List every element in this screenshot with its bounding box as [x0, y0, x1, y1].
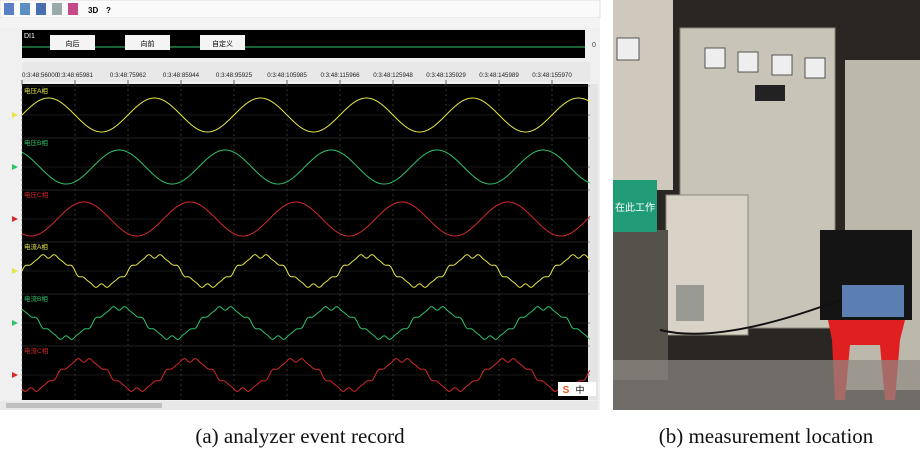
caption: (b) measurement location	[659, 424, 874, 448]
time-label: 0:3:48:56000	[22, 72, 59, 79]
display	[755, 85, 785, 101]
time-label: 0:3:48:95925	[216, 72, 253, 79]
tool-icon[interactable]	[36, 3, 46, 15]
digital-value: 0	[592, 42, 596, 49]
wiring	[613, 230, 668, 380]
tool-icon[interactable]	[4, 3, 14, 15]
menu-bar	[0, 18, 600, 28]
channel-name: 电流A相	[24, 242, 48, 251]
time-label: 0:3:48:65981	[57, 72, 94, 79]
waveform	[21, 254, 591, 288]
channel-marker	[12, 112, 18, 118]
sign-board	[613, 180, 657, 232]
tool-label[interactable]: ?	[106, 6, 111, 15]
button-label[interactable]: 自定义	[212, 39, 233, 48]
channel-label: DI1	[24, 33, 35, 40]
channel-name: 电流C相	[24, 346, 49, 355]
tool-icon[interactable]	[68, 3, 78, 15]
tool-label[interactable]: 3D	[88, 6, 98, 15]
channel-name: 电流B相	[24, 294, 48, 303]
waveform	[21, 201, 591, 237]
digital-panel	[22, 30, 585, 58]
caption: (a) analyzer event record	[195, 424, 405, 448]
channel-name: 电压B相	[24, 138, 48, 147]
button-label[interactable]: 向后	[66, 39, 80, 48]
v-scrollbar[interactable]	[588, 84, 598, 400]
button-label[interactable]: 向前	[141, 39, 155, 48]
cabinet	[613, 0, 673, 190]
ime-label: 中	[575, 384, 584, 395]
tool-icon[interactable]	[52, 3, 62, 15]
time-label: 0:3:48:75962	[110, 72, 147, 79]
meter-box	[676, 285, 704, 321]
ime-badge	[558, 382, 596, 396]
time-label: 0:3:48:105985	[267, 72, 307, 79]
scroll-thumb[interactable]	[6, 403, 162, 408]
waveform	[21, 306, 591, 340]
channel-marker	[12, 320, 18, 326]
button[interactable]	[200, 35, 245, 50]
ground	[613, 360, 920, 410]
channel-marker	[12, 372, 18, 378]
waveform	[21, 149, 591, 185]
channel-name: 电压C相	[24, 190, 49, 199]
channel-marker	[12, 216, 18, 222]
time-axis-bg	[22, 62, 590, 82]
channel-marker	[12, 164, 18, 170]
channel-marker	[12, 268, 18, 274]
cable	[659, 299, 841, 335]
meters	[616, 37, 826, 79]
button[interactable]	[125, 35, 170, 50]
analyzer-screen	[842, 285, 904, 317]
ime-label: S	[563, 385, 570, 396]
waveform	[21, 97, 591, 133]
time-label: 0:3:48:135929	[426, 72, 466, 79]
h-scrollbar[interactable]	[0, 401, 598, 410]
button[interactable]	[50, 35, 95, 50]
tool-icon[interactable]	[20, 3, 30, 15]
channel-name: 电压A相	[24, 86, 48, 95]
time-label: 0:3:48:125948	[373, 72, 413, 79]
waveform	[21, 358, 591, 392]
time-label: 0:3:48:115966	[320, 72, 360, 79]
sign-text: 在此工作	[615, 201, 655, 214]
time-label: 0:3:48:155970	[532, 72, 572, 79]
time-label: 0:3:48:85944	[163, 72, 200, 79]
time-label: 0:3:48:145989	[479, 72, 519, 79]
